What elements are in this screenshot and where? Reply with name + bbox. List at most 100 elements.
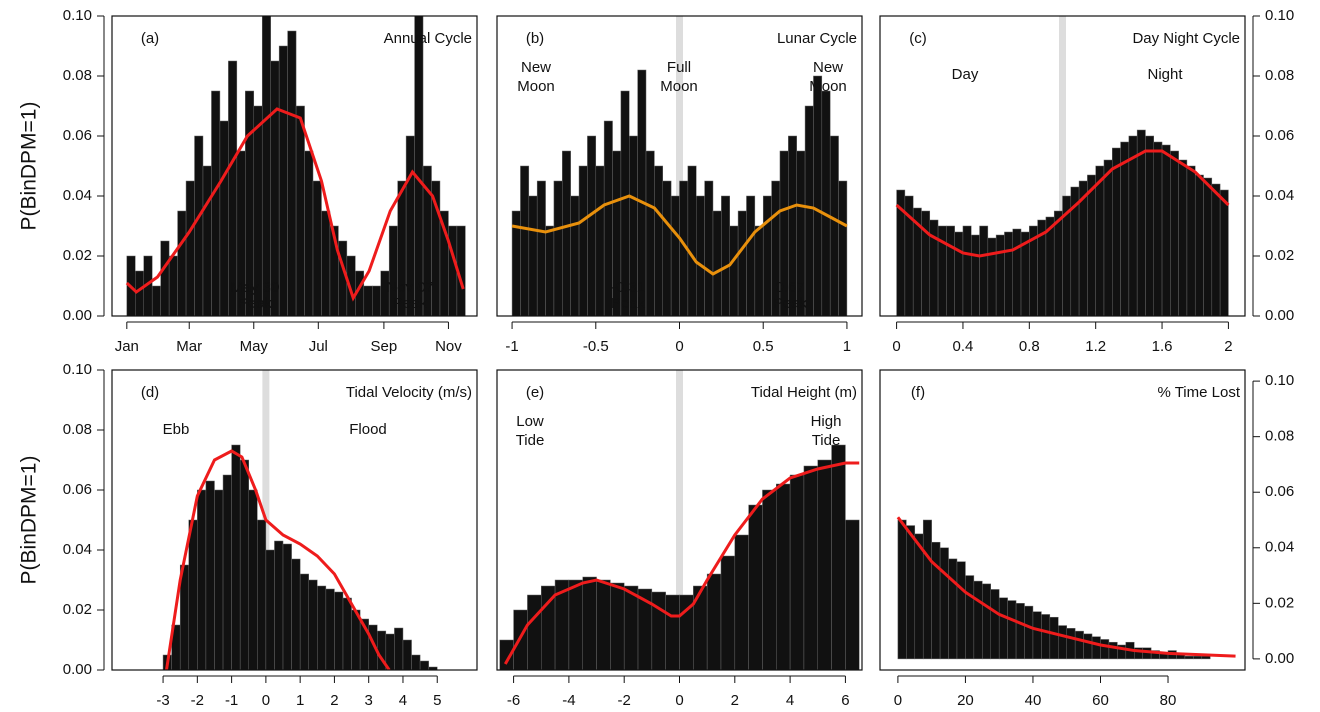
annotation: Peak [238,295,273,312]
y-tick-label: 0.02 [63,601,92,618]
bar [1219,189,1229,316]
x-tick-label: -2 [618,692,631,709]
x-tick-label: 5 [433,692,441,709]
annotation: High [811,413,842,430]
bar [151,285,161,316]
bar [897,519,907,660]
bar [1103,159,1113,316]
bar [402,639,412,670]
bar [1074,630,1084,660]
bar [222,474,232,670]
annotation: Low [516,413,544,430]
fit-curve [896,516,1236,658]
bar [528,195,538,316]
bar [1015,603,1025,660]
fit-curve [165,449,391,670]
bar [610,582,625,670]
bar [270,60,280,316]
bar [962,225,972,316]
frame [879,369,1246,671]
bar [1087,174,1096,316]
panel-title: Day Night Cycle [1132,30,1240,47]
bar [414,16,424,316]
frame [111,369,478,671]
bar [1203,177,1213,316]
panel-label: (a) [141,30,159,47]
x-tick-label: 2 [731,692,739,709]
bar [325,588,335,670]
bar [1186,165,1196,316]
bar [257,519,267,670]
bar [291,558,301,670]
bar [428,666,438,670]
y-axis-title: P(BinDPM=1) [18,456,41,585]
x-tick-label: 40 [1025,692,1042,709]
annotation: -0.31 [611,279,645,296]
bar [1012,228,1022,316]
bar [308,579,318,670]
bar [1091,636,1101,660]
y-tick-label: 0.04 [1265,187,1294,204]
y-tick-label: 0.04 [1265,539,1294,556]
panel-label: (b) [526,30,544,47]
panel: (b) Lunar Cycle New Moon Full Moon New Moon -0.3… [496,15,863,355]
bar [821,90,831,316]
x-tick-label: 20 [957,692,974,709]
x-tick-label: -2 [191,692,204,709]
bar [177,210,187,316]
bar [299,573,309,670]
bar [956,561,966,660]
y-axis-title: P(BinDPM=1) [18,102,41,231]
bar [211,90,221,316]
bar [168,255,178,316]
bar [228,60,238,316]
bar [321,210,331,316]
bar [776,483,791,670]
bar [205,480,215,670]
y-tick-label: 0.00 [1265,307,1294,324]
frame [111,15,478,317]
y-tick-label: 0.06 [1265,483,1294,500]
annotation: Peak [393,295,428,312]
y-tick-label: 0.04 [63,541,92,558]
bar [568,579,583,670]
bar [987,237,997,316]
annotation: Moon [660,78,698,95]
panel-label: (d) [141,384,159,401]
bar [1095,165,1105,316]
plot-area [896,516,1236,660]
annotation: Moon [809,78,847,95]
x-tick-label: 0 [675,692,683,709]
bar [704,180,714,316]
bar [202,165,212,316]
annotation: Night [1147,66,1183,83]
annotation: May 30 [230,279,279,296]
x-tick-label: 80 [1160,692,1177,709]
bar [1083,633,1093,660]
plot-area [511,16,848,316]
bar [762,195,772,316]
bar [411,654,421,670]
x-tick-label: 1.2 [1085,338,1106,355]
y-tick-label: 0.06 [63,481,92,498]
x-tick-label: 1.6 [1152,338,1173,355]
y-tick-label: 0.00 [63,307,92,324]
bar [803,465,819,670]
bar [954,231,964,316]
bar [1066,628,1076,660]
y-tick-label: 0.10 [63,361,92,378]
y-tick-label: 0.08 [1265,428,1294,445]
plot-area [162,370,438,670]
x-tick-label: -1 [505,338,518,355]
bar [829,135,839,316]
bar [623,585,639,670]
bar [1032,611,1042,660]
bar [914,533,924,660]
bar [304,150,314,316]
bar [695,195,705,316]
bar [817,459,832,670]
panel-title: % Time Lost [1157,384,1240,401]
bar [185,180,195,316]
bar [545,225,555,316]
bar [1178,159,1188,316]
